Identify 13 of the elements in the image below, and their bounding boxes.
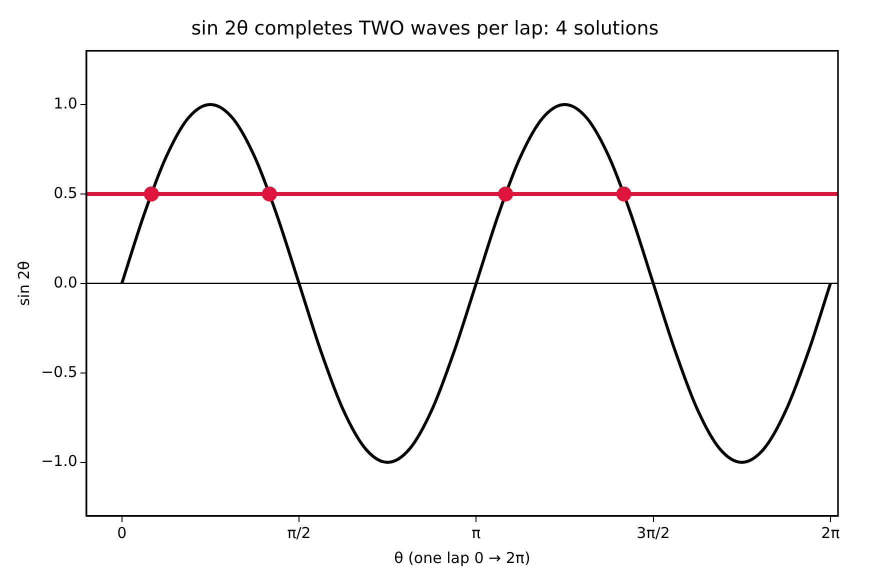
x-tick-label: π — [472, 524, 481, 542]
x-axis-title: θ (one lap 0 → 2π) — [394, 548, 530, 567]
x-tick-label: π/2 — [287, 524, 311, 542]
y-axis-title: sin 2θ — [14, 260, 33, 306]
y-tick-label: 1.0 — [54, 94, 78, 112]
x-tick-label: 0 — [117, 524, 127, 542]
x-tick-label: 2π — [821, 524, 840, 542]
y-tick-label: 0.0 — [54, 273, 78, 292]
y-tick-label: −1.0 — [40, 452, 78, 470]
y-tick-label: −0.5 — [40, 362, 78, 381]
x-tick-label: 3π/2 — [636, 524, 670, 542]
chart-title: sin 2θ completes TWO waves per lap: 4 solutions — [191, 17, 659, 40]
y-tick-label: 0.5 — [54, 184, 78, 202]
